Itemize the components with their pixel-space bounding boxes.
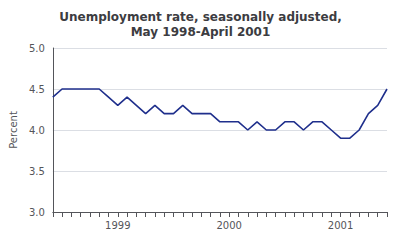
svg-text:3.0: 3.0: [29, 207, 45, 218]
svg-text:Percent: Percent: [8, 111, 19, 149]
svg-text:Unemployment rate, seasonally: Unemployment rate, seasonally adjusted,: [59, 10, 342, 24]
svg-text:1999: 1999: [105, 220, 130, 231]
svg-text:May 1998-April 2001: May 1998-April 2001: [131, 25, 271, 39]
svg-text:4.5: 4.5: [29, 84, 45, 95]
svg-text:2000: 2000: [216, 220, 241, 231]
svg-text:2001: 2001: [328, 220, 353, 231]
svg-text:5.0: 5.0: [29, 43, 45, 54]
svg-text:4.0: 4.0: [29, 125, 45, 136]
svg-text:3.5: 3.5: [29, 166, 45, 177]
